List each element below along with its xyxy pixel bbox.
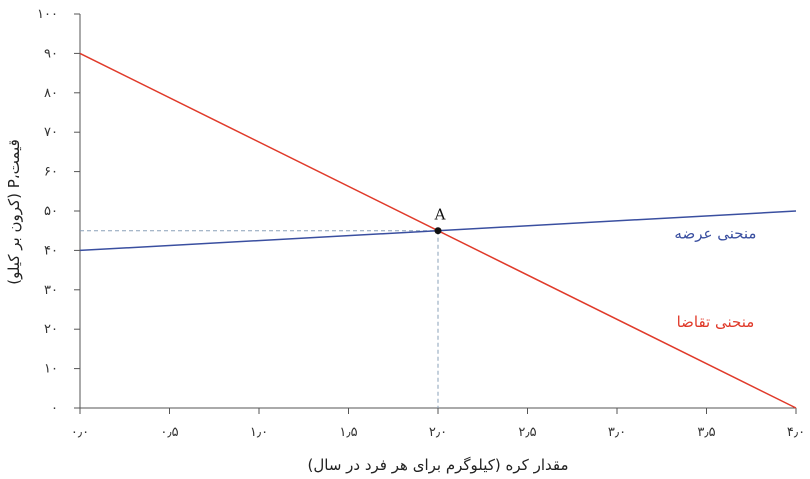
y-tick-label: ۴۰ xyxy=(44,243,58,258)
y-tick-label: ۰ xyxy=(51,401,58,416)
x-tick-label: ۳٫۰ xyxy=(608,425,626,440)
y-tick-label: ۱۰۰ xyxy=(37,7,58,22)
equilibrium-point-label: A xyxy=(434,206,446,224)
y-tick-label: ۱۰ xyxy=(44,362,58,377)
x-tick-label: ۳٫۵ xyxy=(697,425,715,440)
guide-lines xyxy=(80,230,439,408)
x-tick-label: ۲٫۰ xyxy=(429,425,447,440)
y-tick-label: ۷۰ xyxy=(44,125,58,140)
series-labels: منحنی عرضه منحنی تقاضا xyxy=(674,225,756,332)
y-tick-label: ۵۰ xyxy=(44,204,58,219)
demand-curve-label: منحنی تقاضا xyxy=(677,313,755,331)
y-axis-title: قیمت،P (کرون بر کیلو) xyxy=(5,139,23,285)
axes xyxy=(74,13,797,414)
equilibrium-point xyxy=(434,227,442,235)
x-tick-label: ۲٫۵ xyxy=(518,425,536,440)
y-tick-label: ۳۰ xyxy=(44,283,58,298)
x-tick-label: ۱٫۰ xyxy=(250,425,268,440)
x-axis-title: مقدار کره (کیلوگرم برای هر فرد در سال) xyxy=(308,456,569,474)
x-tick-label: ۱٫۵ xyxy=(339,425,357,440)
tick-labels: ۰ ۱۰ ۲۰ ۳۰ ۴۰ ۵۰ ۶۰ ۷۰ ۸۰ ۹۰ ۱۰۰ ۰٫۰ ۰٫۵ ۱٫۰ ۱٫۵ ۲٫۰ ۲٫۵… xyxy=(37,7,805,440)
y-tick-label: ۸۰ xyxy=(44,86,58,101)
x-tick-label: ۰٫۵ xyxy=(160,425,178,440)
x-tick-label: ۴٫۰ xyxy=(787,425,805,440)
y-tick-label: ۶۰ xyxy=(44,165,58,180)
supply-curve-label: منحنی عرضه xyxy=(674,225,756,243)
y-tick-label: ۲۰ xyxy=(44,322,58,337)
x-tick-label: ۰٫۰ xyxy=(71,425,89,440)
points-group: A xyxy=(434,206,446,235)
y-tick-label: ۹۰ xyxy=(44,46,58,61)
